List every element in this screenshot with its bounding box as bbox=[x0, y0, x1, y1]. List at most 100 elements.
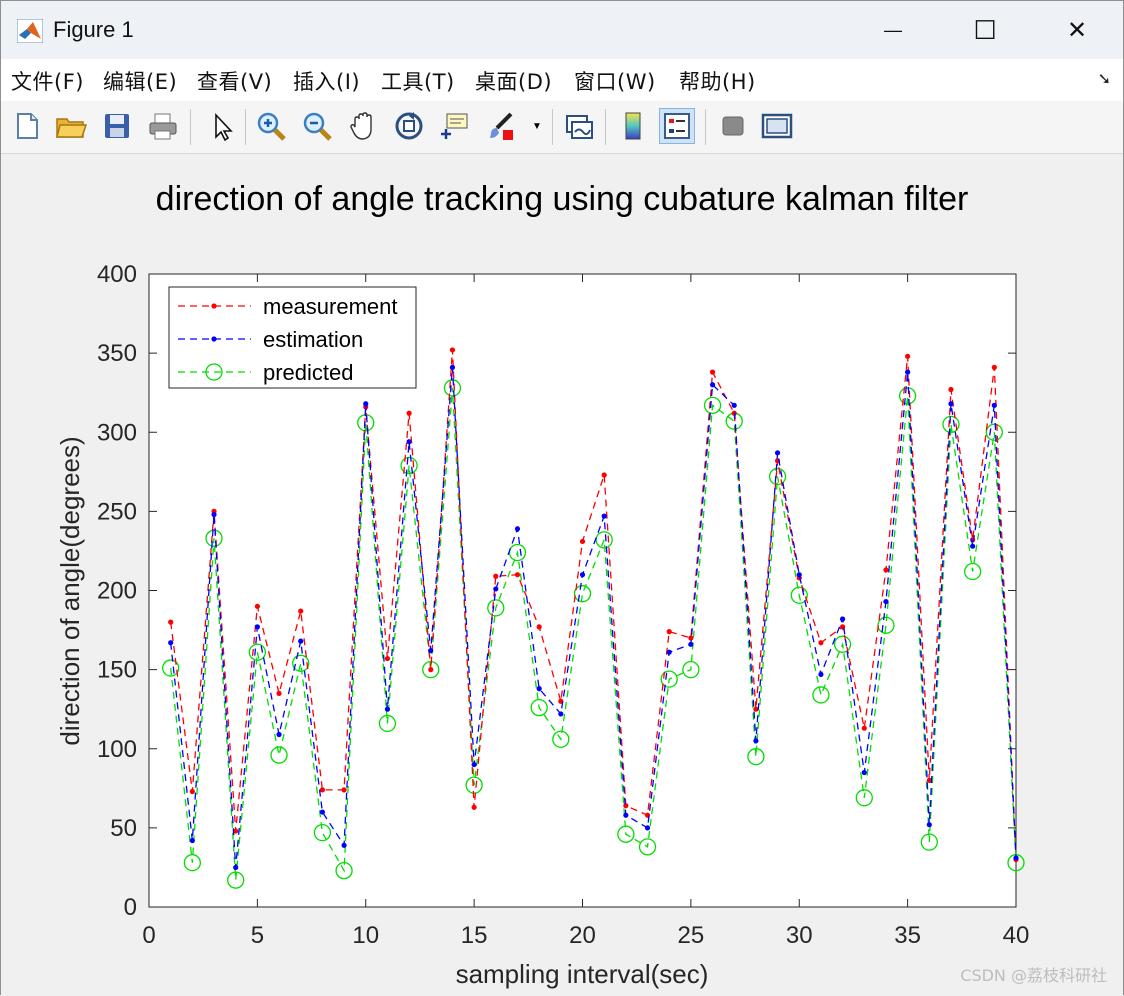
data-point-measurement[interactable] bbox=[579, 538, 586, 545]
rotate-button[interactable] bbox=[391, 108, 427, 144]
data-point-measurement[interactable] bbox=[493, 573, 499, 579]
data-point-estimation[interactable] bbox=[298, 638, 304, 644]
data-point-predicted[interactable] bbox=[378, 714, 397, 733]
data-point-estimation[interactable] bbox=[254, 624, 260, 630]
data-point-measurement[interactable] bbox=[449, 347, 456, 353]
data-point-predicted[interactable] bbox=[530, 698, 548, 717]
data-point-measurement[interactable] bbox=[818, 640, 824, 646]
data-point-measurement[interactable] bbox=[709, 369, 716, 375]
data-point-estimation[interactable] bbox=[1013, 855, 1019, 861]
data-point-predicted[interactable] bbox=[443, 379, 462, 397]
data-point-predicted[interactable] bbox=[638, 838, 657, 856]
data-point-predicted[interactable] bbox=[833, 635, 852, 653]
data-point-estimation[interactable] bbox=[276, 731, 282, 738]
data-point-measurement[interactable] bbox=[666, 629, 672, 635]
data-point-estimation[interactable] bbox=[666, 649, 672, 655]
data-point-estimation[interactable] bbox=[926, 822, 932, 828]
data-point-estimation[interactable] bbox=[384, 706, 391, 712]
data-point-estimation[interactable] bbox=[753, 738, 759, 744]
data-point-measurement[interactable] bbox=[233, 828, 239, 834]
link-plot-button[interactable] bbox=[561, 108, 597, 144]
data-point-predicted[interactable] bbox=[682, 660, 700, 679]
data-point-estimation[interactable] bbox=[536, 686, 542, 692]
data-point-measurement[interactable] bbox=[514, 572, 521, 578]
data-point-estimation[interactable] bbox=[991, 402, 997, 408]
data-cursor-button[interactable] bbox=[437, 108, 473, 144]
chart[interactable]: direction of angle tracking using cubatu… bbox=[1, 154, 1123, 994]
data-point-estimation[interactable] bbox=[514, 526, 521, 532]
hide-plot-tools-button[interactable] bbox=[715, 108, 751, 144]
data-point-predicted[interactable] bbox=[162, 659, 180, 677]
data-point-estimation[interactable] bbox=[558, 711, 564, 717]
data-point-estimation[interactable] bbox=[861, 769, 867, 776]
data-point-measurement[interactable] bbox=[384, 655, 391, 662]
data-point-measurement[interactable] bbox=[601, 472, 607, 478]
data-point-predicted[interactable] bbox=[465, 776, 483, 794]
data-point-estimation[interactable] bbox=[406, 439, 412, 445]
figure-canvas[interactable]: direction of angle tracking using cubatu… bbox=[1, 154, 1123, 996]
data-point-estimation[interactable] bbox=[189, 837, 195, 844]
data-point-measurement[interactable] bbox=[406, 410, 412, 416]
data-point-predicted[interactable] bbox=[617, 825, 635, 843]
data-point-measurement[interactable] bbox=[991, 364, 997, 370]
zoom-out-button[interactable] bbox=[299, 108, 335, 144]
menu-file[interactable]: 文件(F) bbox=[11, 70, 84, 94]
menu-view[interactable]: 查看(V) bbox=[197, 70, 273, 94]
data-point-measurement[interactable] bbox=[341, 787, 347, 793]
data-point-predicted[interactable] bbox=[898, 387, 917, 405]
data-point-estimation[interactable] bbox=[774, 450, 781, 456]
menu-insert[interactable]: 插入(I) bbox=[293, 70, 361, 94]
data-point-estimation[interactable] bbox=[341, 842, 347, 848]
data-point-estimation[interactable] bbox=[363, 401, 369, 407]
data-point-predicted[interactable] bbox=[573, 585, 592, 603]
data-point-predicted[interactable] bbox=[747, 748, 765, 766]
open-file-button[interactable] bbox=[53, 108, 89, 144]
data-point-measurement[interactable] bbox=[471, 804, 477, 810]
data-point-estimation[interactable] bbox=[796, 572, 802, 578]
legend[interactable]: measurement estimation predicted bbox=[168, 286, 417, 389]
data-point-predicted[interactable] bbox=[292, 654, 310, 672]
data-point-predicted[interactable] bbox=[942, 415, 960, 433]
show-plot-tools-button[interactable] bbox=[759, 108, 795, 144]
minimize-button[interactable]: — bbox=[847, 1, 939, 59]
data-point-predicted[interactable] bbox=[985, 423, 1003, 441]
data-point-estimation[interactable] bbox=[905, 369, 911, 375]
data-point-estimation[interactable] bbox=[644, 825, 651, 831]
zoom-in-button[interactable] bbox=[253, 108, 289, 144]
new-figure-button[interactable] bbox=[9, 108, 45, 144]
menu-help[interactable]: 帮助(H) bbox=[679, 70, 756, 94]
data-point-predicted[interactable] bbox=[335, 861, 353, 880]
data-point-measurement[interactable] bbox=[905, 353, 911, 359]
data-point-measurement[interactable] bbox=[168, 619, 174, 625]
close-button[interactable]: ✕ bbox=[1031, 1, 1123, 59]
print-button[interactable] bbox=[145, 108, 181, 144]
data-point-measurement[interactable] bbox=[254, 603, 260, 609]
data-point-measurement[interactable] bbox=[189, 788, 195, 795]
menu-edit[interactable]: 编辑(E) bbox=[103, 70, 178, 94]
data-point-estimation[interactable] bbox=[709, 382, 716, 388]
data-point-estimation[interactable] bbox=[233, 864, 239, 871]
data-point-measurement[interactable] bbox=[861, 725, 867, 731]
menu-window[interactable]: 窗口(W) bbox=[574, 70, 656, 94]
data-point-estimation[interactable] bbox=[840, 616, 846, 622]
menu-desktop[interactable]: 桌面(D) bbox=[475, 70, 553, 94]
data-point-predicted[interactable] bbox=[227, 871, 245, 889]
data-point-estimation[interactable] bbox=[818, 671, 824, 677]
data-point-predicted[interactable] bbox=[487, 599, 505, 617]
data-point-estimation[interactable] bbox=[970, 543, 976, 549]
data-point-measurement[interactable] bbox=[298, 608, 304, 614]
data-point-predicted[interactable] bbox=[855, 789, 873, 807]
data-point-estimation[interactable] bbox=[449, 364, 456, 370]
data-point-estimation[interactable] bbox=[601, 513, 607, 519]
undock-arrow-icon[interactable]: ➘ bbox=[1097, 71, 1111, 88]
save-button[interactable] bbox=[99, 108, 135, 144]
data-point-measurement[interactable] bbox=[536, 624, 542, 630]
data-point-predicted[interactable] bbox=[270, 746, 288, 764]
brush-button[interactable] bbox=[483, 108, 519, 144]
colorbar-button[interactable] bbox=[615, 108, 651, 144]
menu-tools[interactable]: 工具(T) bbox=[381, 70, 455, 94]
data-point-predicted[interactable] bbox=[790, 586, 808, 604]
data-point-measurement[interactable] bbox=[883, 567, 889, 573]
data-point-estimation[interactable] bbox=[688, 641, 694, 647]
data-point-measurement[interactable] bbox=[319, 787, 325, 793]
